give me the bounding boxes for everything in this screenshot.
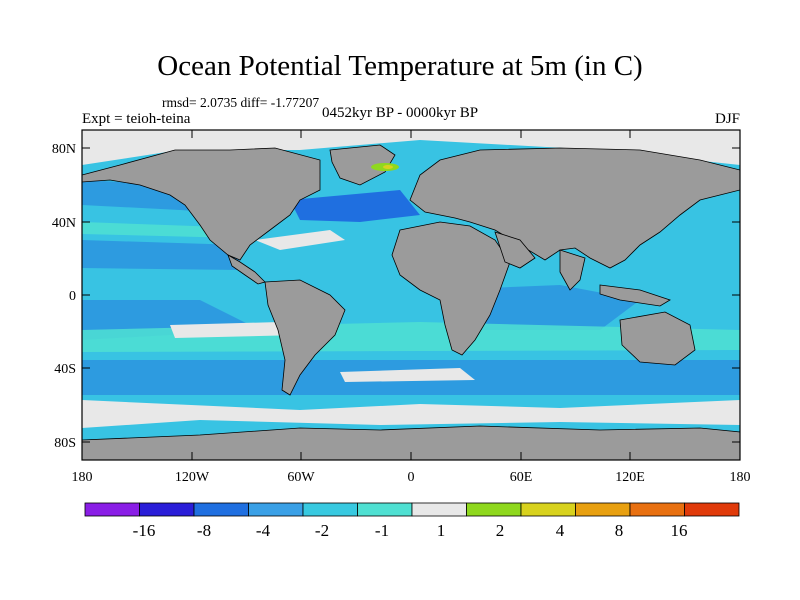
land-south-america [264, 279, 346, 396]
lon-label-60w: 60W [287, 470, 315, 485]
stats-text: rmsd= 2.0735 diff= -1.77207 [162, 95, 320, 110]
lon-label-0: 0 [408, 470, 415, 485]
lon-label-120w: 120W [175, 470, 210, 485]
colorbar-label: 2 [496, 521, 505, 540]
lat-axis [82, 147, 740, 443]
colorbar-label: -4 [256, 521, 271, 540]
ice-pacific-patch [170, 322, 300, 338]
colorbar-label: -1 [375, 521, 389, 540]
season-label: DJF [714, 111, 740, 127]
lat-label-80s: 80S [54, 436, 76, 451]
period-label: 0452kyr BP - 0000kyr BP [322, 105, 479, 121]
colorbar-bin [411, 502, 467, 517]
colorbar-label: 16 [671, 521, 688, 540]
ice-arctic [82, 130, 740, 165]
colorbar-bin [84, 502, 140, 517]
lon-label-180e: 180 [730, 470, 751, 485]
lon-label-120e: 120E [615, 470, 645, 485]
colorbar-bin [575, 502, 631, 517]
colorbar [84, 502, 740, 517]
colorbar-label: -8 [197, 521, 211, 540]
colorbar-bin [629, 502, 685, 517]
land-greenland [329, 144, 396, 186]
ice-atlantic-south-patch [340, 368, 475, 382]
colorbar-label: 8 [615, 521, 624, 540]
land-india [559, 249, 586, 291]
warm-spot-greenland-core [383, 165, 393, 169]
colorbar-label: 4 [556, 521, 565, 540]
ocean-band-north-atlantic [290, 190, 420, 222]
land-africa [391, 221, 511, 356]
land-masses [81, 144, 741, 461]
colorbar-labels: -16 -8 -4 -2 -1 1 2 4 8 16 [133, 521, 688, 540]
colorbar-bin [193, 502, 249, 517]
lon-label-60e: 60E [510, 470, 533, 485]
colorbar-label: -16 [133, 521, 156, 540]
land-arabia [494, 231, 536, 269]
land-central-america [227, 254, 266, 285]
lat-label-80n: 80N [52, 142, 76, 157]
colorbar-label: -2 [315, 521, 329, 540]
colorbar-bin [684, 502, 740, 517]
map-title: Ocean Potential Temperature at 5m (in C) [157, 50, 643, 82]
colorbar-bin [520, 502, 576, 517]
ocean-band-pacific-tropics [82, 240, 240, 270]
lon-axis [81, 130, 631, 460]
land-indonesia [599, 284, 671, 307]
colorbar-bin [466, 502, 522, 517]
colorbar-bin [139, 502, 195, 517]
colorbar-bin [357, 502, 413, 517]
lat-label-40n: 40N [52, 216, 76, 231]
colorbar-bin [248, 502, 304, 517]
lon-label-180w: 180 [72, 470, 93, 485]
land-australia [619, 311, 696, 366]
colorbar-bin [302, 502, 358, 517]
lat-label-40s: 40S [54, 362, 76, 377]
ice-north-atlantic-patch [255, 230, 345, 250]
experiment-label: Expt = teioh-teina [82, 111, 191, 127]
land-north-america [81, 147, 321, 261]
lat-label-0: 0 [69, 289, 76, 304]
land-eurasia [409, 147, 741, 269]
colorbar-label: 1 [437, 521, 446, 540]
ice-southern-ocean [82, 400, 740, 428]
